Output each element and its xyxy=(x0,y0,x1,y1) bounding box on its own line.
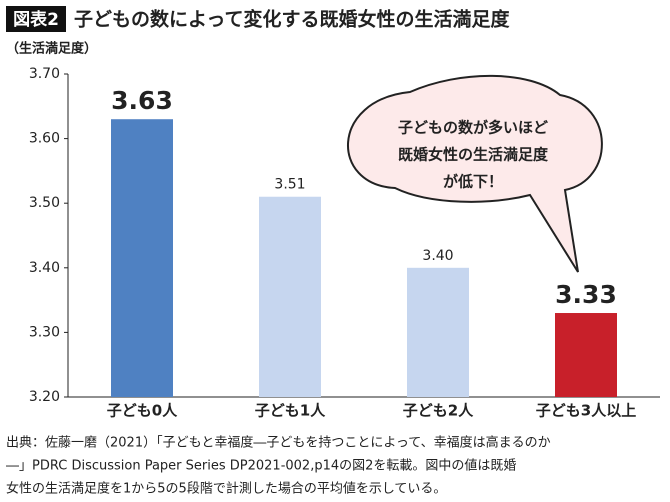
value-label: 3.51 xyxy=(274,177,305,193)
label-box xyxy=(6,6,66,32)
callout-bubble xyxy=(347,74,603,273)
value-label: 3.63 xyxy=(111,86,173,115)
value-label: 3.40 xyxy=(422,248,453,264)
source-note: ―」PDRC Discussion Paper Series DP2021-00… xyxy=(6,458,516,474)
x-tick-label: 子ども3人以上 xyxy=(536,402,636,420)
y-tick-label: 3.60 xyxy=(29,131,60,147)
figure-label: 図表2 xyxy=(13,9,59,30)
source-note: 出典：佐藤一磨（2021）「子どもと幸福度―子どもを持つことによって、幸福度は高… xyxy=(6,435,551,451)
y-tick-label: 3.50 xyxy=(29,195,60,211)
y-axis-label: （生活満足度） xyxy=(6,41,97,57)
callout-text: が低下！ xyxy=(443,173,503,191)
bar xyxy=(555,313,617,397)
y-tick-label: 3.70 xyxy=(29,66,60,82)
bar xyxy=(259,196,321,397)
value-label: 3.33 xyxy=(555,280,617,309)
y-tick-label: 3.40 xyxy=(29,260,60,276)
x-tick-label: 子ども0人 xyxy=(107,402,178,420)
y-tick-label: 3.30 xyxy=(29,324,60,340)
y-tick-label: 3.20 xyxy=(29,389,60,405)
callout-text: 子どもの数が多いほど xyxy=(398,119,548,137)
chart-title: 子どもの数によって変化する既婚女性の生活満足度 xyxy=(74,8,510,31)
bar xyxy=(407,267,469,397)
x-tick-label: 子ども1人 xyxy=(255,402,326,420)
x-tick-label: 子ども2人 xyxy=(403,402,474,420)
bar xyxy=(111,119,173,397)
callout-text: 既婚女性の生活満足度 xyxy=(398,146,549,164)
source-note: 女性の生活満足度を1から5の5段階で計測した場合の平均値を示している。 xyxy=(6,481,446,497)
